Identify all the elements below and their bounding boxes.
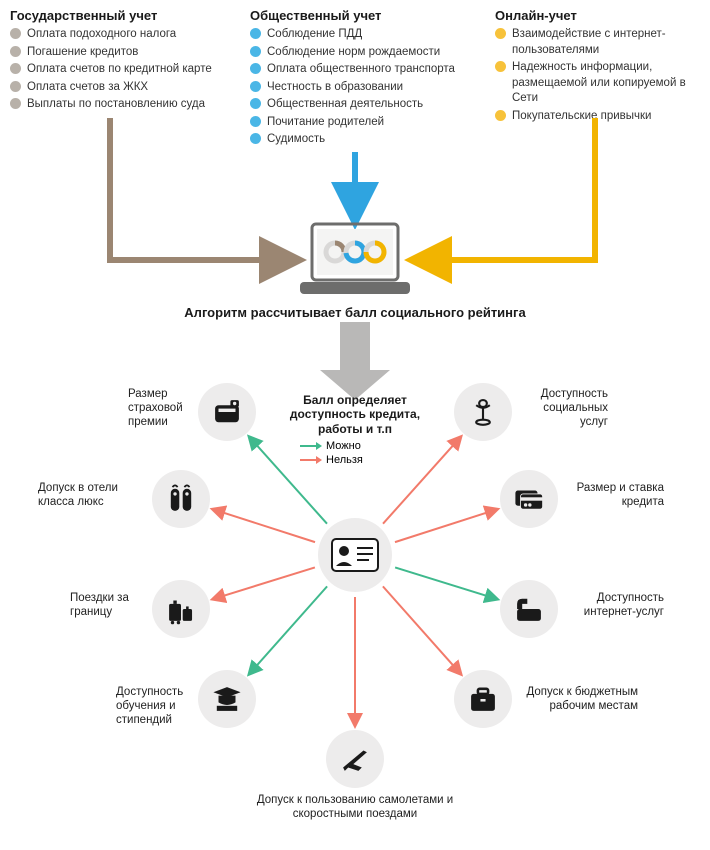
bullet-item: Погашение кредитов (10, 45, 240, 61)
bullet-text: Взаимодействие с интернет-пользователями (512, 27, 710, 58)
algorithm-label: Алгоритм рассчитывает балл социального р… (0, 305, 710, 320)
bullet-dot (495, 61, 506, 72)
bullet-item: Общественная деятельность (250, 97, 485, 113)
insurance-icon (198, 383, 256, 441)
planes-icon (326, 730, 384, 788)
column-online: Онлайн-учет Взаимодействие с интернет-по… (495, 8, 710, 150)
column-gov: Государственный учет Оплата подоходного … (10, 8, 240, 150)
bullet-text: Оплата общественного транспорта (267, 62, 455, 78)
laptop-icon (300, 222, 410, 297)
big-arrow-down (320, 322, 390, 400)
bullet-text: Судимость (267, 132, 325, 148)
internet-icon (500, 580, 558, 638)
bullet-dot (10, 98, 21, 109)
legend-deny: Нельзя (326, 454, 363, 466)
bullet-text: Общественная деятельность (267, 97, 423, 113)
planes-label: Допуск к пользованию самолетами и скорос… (250, 794, 460, 822)
bullet-text: Почитание родителей (267, 115, 384, 131)
bullet-dot (250, 133, 261, 144)
bullet-text: Выплаты по постановлению суда (27, 97, 205, 113)
bullet-dot (250, 116, 261, 127)
bullet-text: Оплата счетов за ЖКХ (27, 80, 148, 96)
social-label: Доступность социальных услуг (518, 388, 608, 429)
bullet-text: Покупательские привычки (512, 109, 651, 125)
credit-label: Размер и ставка кредита (564, 482, 664, 510)
social-icon (454, 383, 512, 441)
column-online-title: Онлайн-учет (495, 8, 710, 23)
bullet-dot (10, 46, 21, 57)
bullet-item: Почитание родителей (250, 115, 485, 131)
bullet-text: Честность в образовании (267, 80, 403, 96)
arrow-internet (395, 567, 496, 598)
arrow-education (250, 586, 328, 673)
bullet-dot (495, 28, 506, 39)
column-public-list: Соблюдение ПДД Соблюдение норм рождаемост… (250, 27, 485, 148)
insurance-label: Размер страховой премии (128, 388, 198, 429)
bullet-text: Погашение кредитов (27, 45, 138, 61)
bullet-text: Соблюдение ПДД (267, 27, 362, 43)
arrow-jobs (383, 586, 461, 673)
id-card-icon (318, 518, 392, 592)
bullet-dot (250, 63, 261, 74)
bullet-item: Судимость (250, 132, 485, 148)
bullet-item: Покупательские привычки (495, 109, 710, 125)
hotels-label: Допуск в отели класса люкс (38, 482, 148, 510)
arrow-hotels (213, 509, 315, 542)
bullet-dot (10, 81, 21, 92)
education-label: Доступность обучения и стипендий (116, 686, 196, 727)
bullet-item: Соблюдение ПДД (250, 27, 485, 43)
legend-allow: Можно (326, 440, 361, 452)
legend: Можно Нельзя (300, 440, 410, 468)
arrow-credit (395, 509, 497, 542)
bullet-item: Соблюдение норм рождаемости (250, 45, 485, 61)
bullet-item: Оплата общественного транспорта (250, 62, 485, 78)
bullet-dot (250, 98, 261, 109)
credit-icon (500, 470, 558, 528)
column-gov-title: Государственный учет (10, 8, 240, 23)
bullet-dot (250, 46, 261, 57)
arrow-abroad (213, 567, 314, 598)
bullet-text: Надежность информации, размещаемой или к… (512, 60, 710, 107)
jobs-icon (454, 670, 512, 728)
education-icon (198, 670, 256, 728)
bullet-dot (250, 28, 261, 39)
column-public-title: Общественный учет (250, 8, 485, 23)
input-columns: Государственный учет Оплата подоходного … (0, 0, 710, 150)
abroad-icon (152, 580, 210, 638)
jobs-label: Допуск к бюджетным рабочим местам (518, 686, 638, 714)
bullet-text: Соблюдение норм рождаемости (267, 45, 440, 61)
bullet-item: Надежность информации, размещаемой или к… (495, 60, 710, 107)
bullet-dot (10, 28, 21, 39)
hotels-icon (152, 470, 210, 528)
column-public: Общественный учет Соблюдение ПДДСоблюден… (250, 8, 485, 150)
column-online-list: Взаимодействие с интернет-пользователями… (495, 27, 710, 124)
bullet-text: Оплата подоходного налога (27, 27, 176, 43)
internet-label: Доступность интернет-услуг (564, 592, 664, 620)
bullet-dot (10, 63, 21, 74)
bullet-item: Честность в образовании (250, 80, 485, 96)
bullet-dot (250, 81, 261, 92)
bullet-item: Взаимодействие с интернет-пользователями (495, 27, 710, 58)
bullet-item: Выплаты по постановлению суда (10, 97, 240, 113)
column-gov-list: Оплата подоходного налога Погашение креди… (10, 27, 240, 113)
bullet-text: Оплата счетов по кредитной карте (27, 62, 212, 78)
center-label: Балл определяет доступность кредита, раб… (280, 393, 430, 436)
bullet-item: Оплата подоходного налога (10, 27, 240, 43)
bullet-item: Оплата счетов по кредитной карте (10, 62, 240, 78)
bullet-dot (495, 110, 506, 121)
bullet-item: Оплата счетов за ЖКХ (10, 80, 240, 96)
abroad-label: Поездки за границу (70, 592, 148, 620)
